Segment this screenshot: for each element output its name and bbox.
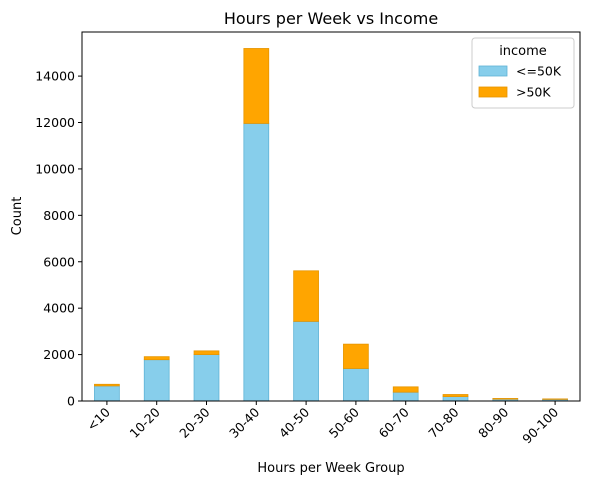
x-tick-label-1: 10-20 [127,404,163,440]
y-tick-label-4: 8000 [43,208,75,223]
bar-gt50k-3 [243,48,270,124]
x-tick-label-8: 80-90 [475,404,511,440]
bar-gt50k-7 [442,394,469,397]
bar-le50k-3 [243,123,270,402]
bar-le50k-6 [392,391,419,402]
legend-title: income [499,44,547,59]
legend-swatch-0 [478,65,508,77]
y-tick-label-6: 12000 [35,115,75,130]
bar-gt50k-5 [343,343,369,369]
y-tick-label-2: 4000 [43,301,75,316]
bar-le50k-1 [143,359,170,402]
y-tick-label-1: 2000 [43,347,75,362]
y-axis-label: Count [10,197,25,236]
bar-le50k-4 [293,320,319,402]
legend-items: <=50K >50K [478,64,562,100]
y-tick-label-5: 10000 [35,161,75,176]
y-tick-label-0: 0 [67,394,75,409]
bars-group [94,48,568,402]
x-axis: <10 10-20 20-30 30-40 40-50 50-60 60-70 70-80 80… [84,401,561,446]
legend-label-1: >50K [516,85,551,100]
legend-label-0: <=50K [516,64,562,79]
legend: income <=50K >50K [471,37,575,109]
bar-gt50k-1 [143,356,170,361]
bar-le50k-5 [343,368,369,402]
x-tick-label-0: <10 [84,404,113,433]
x-tick-label-6: 60-70 [376,404,412,440]
legend-swatch-1 [478,86,508,98]
x-tick-label-3: 30-40 [226,404,262,440]
bar-le50k-0 [94,385,120,402]
chart-title: Hours per Week vs Income [224,9,438,28]
bar-gt50k-4 [293,270,319,322]
x-tick-label-9: 90-100 [519,404,561,446]
x-tick-label-2: 20-30 [176,404,212,440]
bar-gt50k-8 [492,398,519,400]
y-tick-label-7: 14000 [35,69,75,84]
bar-le50k-2 [193,354,220,402]
x-tick-label-5: 50-60 [326,404,362,440]
x-tick-label-7: 70-80 [425,404,461,440]
bar-gt50k-0 [94,383,120,387]
x-tick-label-4: 40-50 [276,404,312,440]
x-axis-label: Hours per Week Group [257,461,404,476]
y-tick-label-3: 6000 [43,254,75,269]
bar-gt50k-2 [193,350,220,355]
plot-frame [81,31,581,402]
y-axis: 0 2000 4000 6000 8000 10000 12000 14000 [35,69,82,409]
bar-le50k-7 [442,396,469,402]
bar-gt50k-6 [392,386,419,393]
